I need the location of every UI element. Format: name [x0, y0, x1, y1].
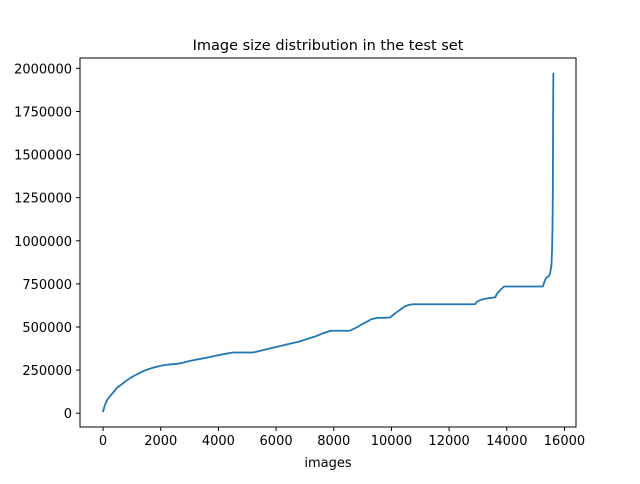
y-tick-label: 500000	[22, 321, 72, 336]
x-tick-label: 2000	[144, 434, 177, 449]
plot-frame	[79, 57, 577, 428]
y-tick-label: 1000000	[14, 235, 72, 250]
x-tick-label: 8000	[317, 434, 350, 449]
x-tick-label: 4000	[202, 434, 235, 449]
y-tick-label: 1500000	[14, 149, 72, 164]
y-tick-label: 750000	[22, 278, 72, 293]
x-axis-label: images	[304, 456, 351, 471]
y-tick-label: 250000	[22, 364, 72, 379]
x-tick-label: 10000	[371, 434, 412, 449]
y-tick-label: 2000000	[14, 62, 72, 77]
x-tick-label: 16000	[544, 434, 585, 449]
y-axis: 0 250000 500000 750000 1000000 1250000 1500000…	[14, 62, 80, 422]
x-tick-label: 0	[99, 434, 107, 449]
x-tick-label: 12000	[428, 434, 469, 449]
chart-title: Image size distribution in the test set	[193, 38, 464, 54]
x-tick-label: 6000	[260, 434, 293, 449]
series-line	[102, 72, 555, 413]
y-tick-label: 1250000	[14, 192, 72, 207]
y-tick-label: 0	[64, 407, 72, 422]
plot-area	[102, 72, 555, 413]
x-axis: 0 2000 4000 6000 8000 10000 12000 14000 16000	[99, 427, 585, 449]
y-tick-label: 1750000	[14, 105, 72, 120]
x-tick-label: 14000	[486, 434, 527, 449]
